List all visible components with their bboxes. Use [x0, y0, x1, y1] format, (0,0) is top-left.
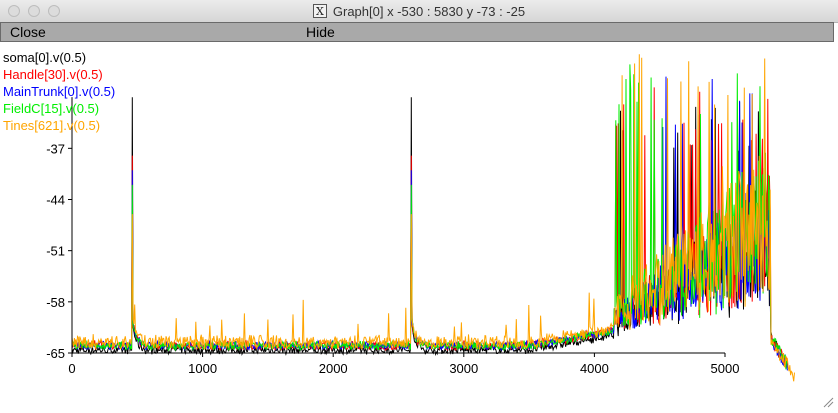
y-tick-label: -37	[46, 141, 65, 156]
traces-group	[71, 54, 795, 382]
x-tick-label: 5000	[711, 361, 740, 376]
x-tick-label: 0	[68, 361, 75, 376]
legend-item: Tines[621].v(0.5)	[3, 118, 101, 133]
y-tick-label: -51	[46, 244, 65, 259]
x-tick-label: 3000	[449, 361, 478, 376]
x-tick-label: 2000	[319, 361, 348, 376]
window-title: Graph[0] x -530 : 5830 y -73 : -25	[332, 3, 526, 19]
x-tick-label: 1000	[188, 361, 217, 376]
graph-canvas[interactable]: 0 1000 2000 3000 4000 5000 -37 -44 -51 -58 -65 som…	[0, 46, 834, 408]
title-bar[interactable]: X Graph[0] x -530 : 5830 y -73 : -25	[0, 0, 838, 23]
series-line-4	[71, 54, 795, 382]
minimize-window-icon[interactable]	[28, 5, 40, 17]
plot-area[interactable]: 0 1000 2000 3000 4000 5000 -37 -44 -51 -58 -65	[0, 46, 834, 408]
legend-item: Handle[30].v(0.5)	[3, 67, 103, 82]
menu-bar: Close Hide	[0, 22, 834, 42]
close-button[interactable]: Close	[10, 24, 46, 40]
legend-item: MainTrunk[0].v(0.5)	[3, 84, 116, 99]
legend-item: FieldC[15].v(0.5)	[3, 101, 100, 116]
y-tick-label: -44	[46, 192, 65, 207]
y-tick-label: -58	[46, 295, 65, 310]
zoom-window-icon[interactable]	[48, 5, 60, 17]
x-tick-label: 4000	[580, 361, 609, 376]
y-tick-label: -65	[46, 346, 65, 361]
x11-icon: X	[312, 4, 327, 18]
axes-group: 0 1000 2000 3000 4000 5000 -37 -44 -51 -58 -65	[46, 97, 739, 376]
hide-button[interactable]: Hide	[306, 24, 335, 40]
legend-item: soma[0].v(0.5)	[3, 50, 87, 65]
resize-grip-icon[interactable]	[822, 396, 834, 408]
close-window-icon[interactable]	[8, 5, 20, 17]
